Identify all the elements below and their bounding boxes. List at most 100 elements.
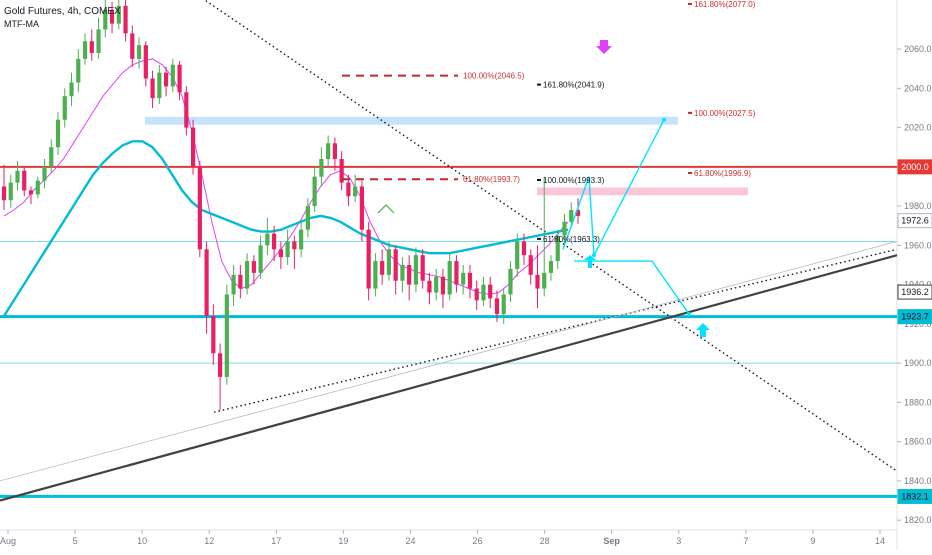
zones-layer: [145, 116, 748, 196]
candle-body: [292, 241, 297, 250]
candle-body: [211, 316, 216, 354]
candle-body: [82, 41, 88, 59]
price-tick-label: 1900.0: [904, 358, 932, 368]
time-tick-label: Sep: [603, 536, 620, 546]
candle-body: [238, 274, 243, 289]
fib-label: 61.80%(1993.7): [463, 175, 520, 184]
price-tag-box: [897, 213, 932, 229]
cyan-up-arrow: [696, 323, 710, 337]
candle-body: [103, 9, 108, 30]
indicator-label[interactable]: MTF-MA: [4, 19, 39, 29]
fib-label: 61.80%(1963.3): [543, 235, 600, 244]
candle-body: [278, 249, 283, 258]
fib-annotations-layer: 161.80%(2077.0) 100.00%(2046.5) 161.80%(20…: [342, 0, 756, 244]
ascending-trendline-solid: [0, 254, 898, 502]
candle-body: [555, 235, 560, 262]
magenta-down-arrow: [596, 40, 612, 54]
fib-label: 61.80%(1996.9): [694, 169, 751, 178]
candle-body: [55, 119, 61, 148]
supply-zone: [145, 116, 678, 125]
candle-body: [353, 186, 358, 197]
candle-body: [218, 353, 223, 377]
candle-body: [535, 274, 540, 289]
candle-body: [109, 9, 115, 24]
candle-body: [62, 96, 67, 120]
price-tags-layer: 2000.0 1972.6 1936.2 1923.7 1832.1: [897, 159, 932, 504]
candle-body: [569, 210, 574, 222]
price-tag-box: [897, 159, 932, 175]
candle-body: [299, 229, 304, 250]
candle-body: [177, 64, 182, 93]
time-tick-label: 14: [875, 536, 885, 546]
candle-body: [393, 249, 398, 281]
price-tick-label: 1880.0: [904, 397, 932, 407]
candle-body: [1, 186, 7, 201]
candle-body: [76, 58, 81, 83]
ascending-trendline-light: [0, 241, 898, 482]
price-tag-label: 2000.0: [901, 162, 929, 172]
arrows-layer: [584, 40, 710, 337]
time-tick-label: 5: [73, 536, 78, 546]
time-axis[interactable]: Aug 5 10 12 17 19 24 26 28 Sep 3 7 9 14: [0, 530, 885, 546]
price-tag-label: 1972.6: [901, 216, 929, 226]
candle-body: [15, 170, 20, 183]
chart-title: Gold Futures, 4h, COMEX: [4, 6, 121, 17]
candle-body: [380, 261, 385, 275]
price-tick-label: 2060.0: [904, 44, 932, 54]
time-tick-label: 9: [810, 536, 815, 546]
candle-body: [494, 298, 500, 315]
price-tag-box: [897, 488, 932, 504]
candle-body: [407, 265, 412, 285]
candle-body: [359, 186, 364, 230]
candle-body: [562, 221, 567, 236]
candle-body: [427, 280, 432, 293]
candle-body: [575, 210, 581, 216]
candle-body: [400, 265, 405, 281]
price-tag-label: 1923.7: [901, 312, 929, 322]
candle-body: [272, 233, 277, 250]
candle-body: [197, 166, 202, 250]
candle-body: [467, 272, 473, 289]
candle-body: [474, 288, 479, 301]
candle-body: [116, 5, 121, 24]
time-tick-label: 26: [473, 536, 483, 546]
ascending-trendline-dotted: [213, 248, 898, 413]
candle-body: [420, 255, 425, 281]
price-tag-label: 1936.2: [901, 287, 929, 297]
candle-body: [481, 284, 486, 301]
candle-body: [413, 255, 419, 285]
time-tick-label: 12: [204, 536, 214, 546]
candle-body: [258, 245, 263, 273]
candle-body: [440, 276, 446, 295]
candle-body: [373, 261, 378, 289]
candle-body: [508, 268, 513, 295]
candle-body: [157, 72, 162, 99]
price-tag-box: [897, 309, 932, 325]
candle-body: [434, 276, 439, 293]
candle-body: [69, 82, 74, 97]
candle-body: [245, 261, 250, 289]
projection-up-1: [562, 176, 595, 256]
price-tag-box: [897, 284, 932, 300]
candle-body: [224, 294, 229, 377]
candle-body: [488, 284, 493, 299]
fib-label: 100.00%(2027.5): [694, 109, 756, 118]
fib-label: 100.00%(1993.3): [543, 176, 605, 185]
candle-body: [184, 92, 189, 128]
candle-body: [312, 176, 317, 207]
projection-down-head: [687, 312, 691, 317]
candle-body: [386, 249, 392, 275]
candle-body: [461, 272, 466, 285]
descending-trendline: [203, 0, 898, 472]
candle-body: [28, 190, 34, 195]
candle-body: [22, 170, 27, 191]
price-tag-label: 1832.1: [901, 491, 929, 501]
price-tick-label: 1820.0: [904, 515, 932, 525]
candle-body: [123, 5, 128, 34]
candle-body: [332, 143, 337, 159]
candle-body: [163, 72, 169, 87]
candles-layer: [1, 0, 581, 411]
candle-body: [204, 249, 209, 317]
